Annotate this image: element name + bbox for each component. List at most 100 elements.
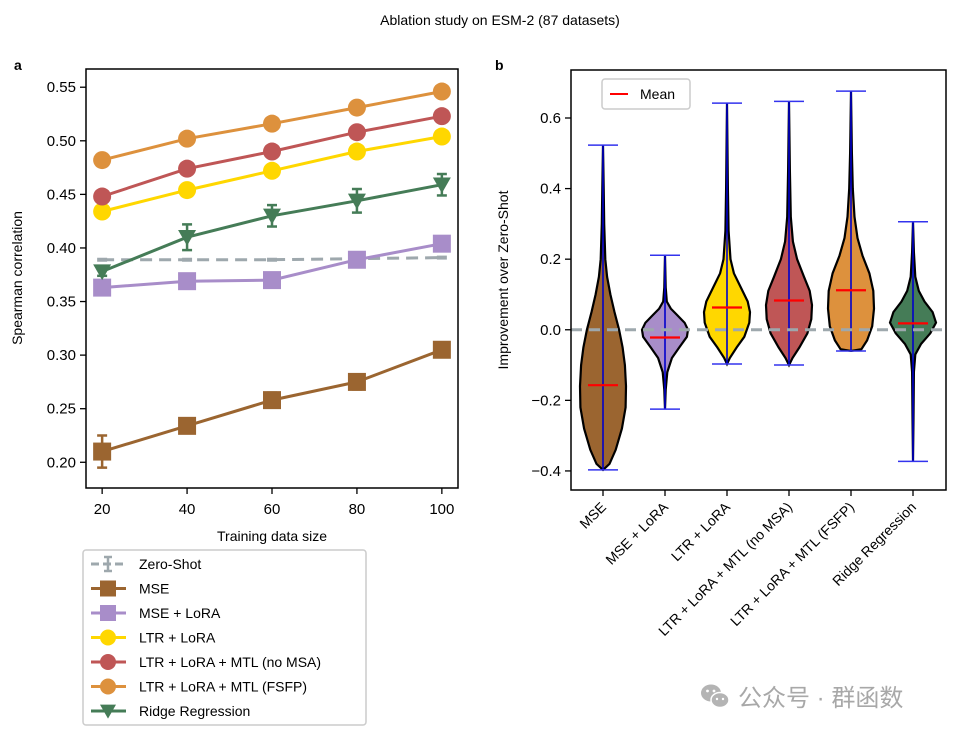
panel-a: a 0.20 0.25 0.30 0.35 0.40 0.45 0.50 0.55 20 40 6… (9, 57, 459, 726)
violin-ltr-lora-mtl-no-msa (764, 100, 814, 368)
data-point-ltr-lora (432, 127, 451, 146)
legend-label: Zero-Shot (139, 556, 201, 572)
data-point-ltr-lora-mtl-fsfp (432, 82, 451, 101)
legend-label: MSE (139, 581, 169, 597)
legend-item-ltr-lora: LTR + LoRA (91, 629, 216, 646)
legend-marker (100, 580, 116, 597)
y-tick-label: 0.0 (540, 322, 561, 339)
legend-item-ltr-lora-mtl-no-msa: LTR + LoRA + MTL (no MSA) (91, 654, 321, 670)
series-ltr-lora-mtl-no-msa (93, 107, 451, 206)
figure-suptitle: Ablation study on ESM-2 (87 datasets) (380, 12, 620, 28)
y-tick-label: 0.50 (47, 133, 76, 150)
data-point-mse (347, 372, 366, 391)
legend-frame (601, 78, 691, 110)
y-tick-label: 0.6 (540, 110, 561, 127)
legend-item-mse: MSE (91, 580, 169, 597)
x-tick-label: MSE (576, 499, 609, 532)
data-point-zero-shot (182, 257, 193, 262)
legend-frame (82, 549, 367, 726)
x-tick-label: LTR + LoRA (668, 498, 734, 564)
violin-ltr-lora (702, 102, 752, 367)
data-point-mse-lora (347, 250, 366, 269)
data-point-ridge-regression (178, 230, 197, 246)
data-point-ltr-lora-mtl-no-msa (347, 123, 366, 142)
x-tick-label: 40 (179, 501, 196, 518)
y-tick-label: 0.4 (540, 181, 561, 198)
watermark: 公众号 · 群函数 (701, 684, 903, 712)
data-point-ridge-regression (432, 177, 451, 194)
panel-b-legend: Mean (601, 78, 691, 110)
data-point-mse-lora (263, 271, 281, 290)
y-tick-label: 0.20 (47, 454, 76, 471)
y-tick-label: 0.2 (540, 251, 561, 268)
series-ridge-regression (93, 172, 451, 281)
panel-b-label: b (495, 57, 504, 73)
panel-b-y-axis-label: Improvement over Zero-Shot (495, 190, 511, 369)
data-point-ltr-lora (93, 202, 112, 221)
data-point-ltr-lora-mtl-fsfp (178, 129, 197, 148)
series-mse (93, 340, 451, 469)
data-point-ltr-lora-mtl-no-msa (93, 187, 112, 206)
data-point-ridge-regression (347, 193, 366, 210)
violin-mse (578, 144, 628, 472)
legend-item-mean: Mean (610, 86, 675, 102)
y-tick-label: 0.55 (47, 79, 76, 96)
series-mse-lora (93, 234, 451, 297)
data-point-mse (93, 442, 112, 461)
y-tick-label: 0.30 (47, 347, 76, 364)
data-point-zero-shot (97, 257, 108, 262)
x-tick-label: MSE + LoRA (602, 498, 671, 567)
series-zero-shot (97, 255, 447, 262)
legend-marker (100, 605, 116, 621)
violin-mse-lora (640, 254, 690, 410)
legend-item-mse-lora: MSE + LoRA (91, 605, 221, 621)
x-tick-label: LTR + LoRA + MTL (no MSA) (655, 499, 795, 639)
data-point-mse (263, 391, 281, 410)
panel-a-y-ticks: 0.20 0.25 0.30 0.35 0.40 0.45 0.50 0.55 (47, 79, 86, 471)
panel-b-plot-area (571, 90, 946, 472)
panel-a-y-axis-label: Spearman correlation (9, 211, 25, 345)
data-point-ltr-lora-mtl-no-msa (432, 107, 451, 126)
panel-a-legend: Zero-Shot MSE MSE + LoRA LTR + LoRA LTR + Lo… (82, 549, 367, 726)
legend-item-ridge-regression: Ridge Regression (91, 703, 250, 719)
legend-marker (100, 629, 116, 646)
panel-a-x-ticks: 20 40 60 80 100 (94, 488, 454, 518)
x-tick-label: 60 (264, 501, 281, 518)
y-tick-label: −0.2 (531, 392, 561, 409)
legend-marker (100, 678, 116, 695)
x-tick-label: 80 (349, 501, 366, 518)
panel-a-label: a (14, 57, 22, 73)
panel-a-plot-area (93, 82, 451, 469)
data-point-ltr-lora-mtl-fsfp (263, 114, 281, 133)
data-point-mse (432, 340, 451, 359)
y-tick-label: 0.25 (47, 401, 76, 418)
y-tick-label: −0.4 (531, 463, 561, 480)
y-tick-label: 0.45 (47, 186, 76, 203)
legend-item-zero-shot: Zero-Shot (91, 555, 201, 573)
x-tick-label: LTR + LoRA + MTL (FSFP) (727, 499, 857, 629)
data-point-mse-lora (178, 272, 197, 291)
legend-label: Mean (640, 86, 675, 102)
data-point-ridge-regression (93, 264, 112, 281)
legend-marker (100, 654, 116, 670)
legend-label: LTR + LoRA (139, 630, 216, 646)
data-point-ltr-lora-mtl-fsfp (93, 151, 112, 170)
legend-label: LTR + LoRA + MTL (FSFP) (139, 679, 307, 695)
data-point-mse-lora (93, 278, 112, 297)
data-point-zero-shot (267, 257, 277, 262)
data-point-ltr-lora (178, 181, 197, 200)
data-point-ltr-lora-mtl-no-msa (263, 142, 281, 161)
watermark-text: 公众号 · 群函数 (738, 685, 903, 712)
data-point-zero-shot (436, 255, 447, 260)
data-point-ltr-lora (263, 161, 281, 180)
legend-label: LTR + LoRA + MTL (no MSA) (139, 654, 321, 670)
data-point-ridge-regression (263, 208, 281, 225)
data-point-mse-lora (432, 234, 451, 253)
data-point-ltr-lora (347, 142, 366, 161)
series-ltr-lora (93, 127, 451, 221)
legend-marker (100, 704, 116, 719)
legend-item-ltr-lora-mtl-fsfp: LTR + LoRA + MTL (FSFP) (91, 678, 307, 695)
panel-a-x-axis-label: Training data size (217, 528, 327, 544)
y-tick-label: 0.40 (47, 240, 76, 257)
